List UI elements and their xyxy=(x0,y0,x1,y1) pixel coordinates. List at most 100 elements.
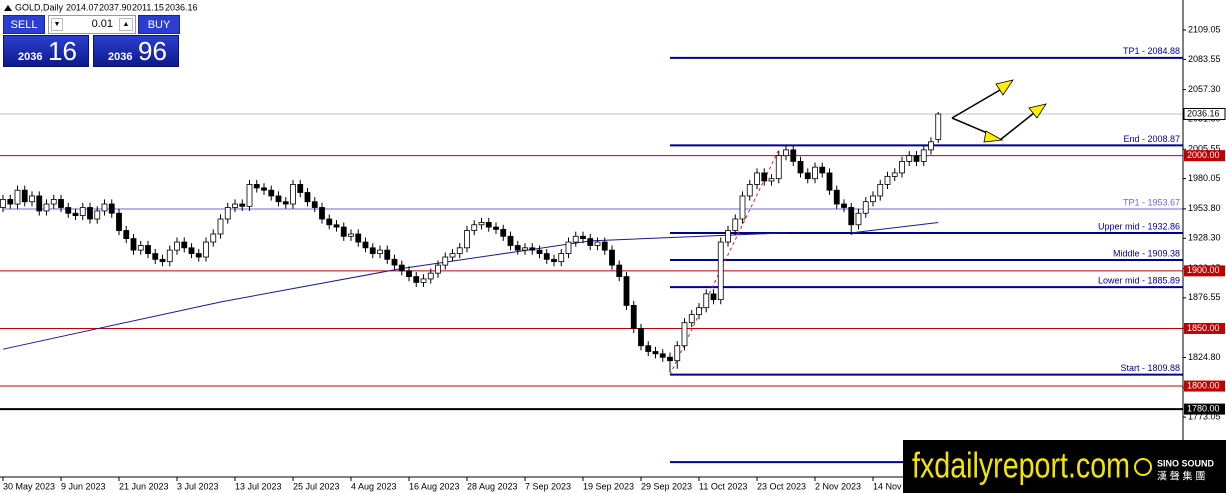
candle-body xyxy=(717,241,724,301)
sell-button[interactable]: SELL xyxy=(3,15,45,34)
x-tick-label: 3 Jul 2023 xyxy=(177,481,219,491)
candle-body xyxy=(710,293,717,301)
candle-body xyxy=(253,184,260,189)
arrow-head xyxy=(1028,103,1047,119)
buy-button[interactable]: BUY xyxy=(138,15,180,34)
sell-price[interactable]: 2036 16 xyxy=(3,35,89,67)
candle-body xyxy=(913,155,920,162)
candle-body xyxy=(87,207,93,220)
candle-body xyxy=(123,230,130,239)
candle-body xyxy=(311,201,318,208)
candle-body xyxy=(812,166,818,180)
candle-body xyxy=(928,141,934,151)
buy-price-pips: 96 xyxy=(138,36,167,66)
candle-body xyxy=(536,249,543,254)
x-tick-label: 28 Aug 2023 xyxy=(467,481,518,491)
y-tick-label: 2005.55 xyxy=(1188,144,1221,154)
candle-body xyxy=(246,184,253,207)
logo: fxdailyreport.com SINO SOUND 漢 聲 集 團 xyxy=(903,440,1226,493)
buy-price-main: 2036 xyxy=(108,51,133,63)
candle-body xyxy=(398,264,405,272)
candle-body xyxy=(783,149,789,157)
lot-spin[interactable]: ▲ xyxy=(119,18,133,31)
candle-body xyxy=(630,305,637,329)
y-tick-label: 1928.30 xyxy=(1188,233,1221,243)
candle-body xyxy=(290,184,296,205)
candle-body xyxy=(456,247,463,254)
candle-body xyxy=(58,199,64,208)
lot-arrow[interactable]: ▼ xyxy=(51,18,63,31)
candle-body xyxy=(449,253,456,258)
candle-body xyxy=(232,203,238,208)
candle-body xyxy=(36,195,43,212)
buy-price[interactable]: 2036 96 xyxy=(93,35,179,67)
level-label: 1850.00 xyxy=(1187,323,1220,333)
candle-body xyxy=(485,222,492,228)
logo-emblem xyxy=(1134,458,1152,476)
candle-body xyxy=(7,199,14,205)
x-tick-label: 7 Sep 2023 xyxy=(525,481,571,491)
y-tick-label: 1773.05 xyxy=(1188,411,1221,421)
candle-body xyxy=(696,307,702,316)
candle-body xyxy=(841,203,847,208)
x-tick-label: 25 Jul 2023 xyxy=(293,481,340,491)
candle-body xyxy=(413,276,420,283)
candle-body xyxy=(145,245,151,254)
candle-body xyxy=(899,161,905,174)
candle-body xyxy=(754,172,760,185)
y-tick-label: 1980.05 xyxy=(1188,173,1221,183)
candle-body xyxy=(920,149,927,162)
candle-body xyxy=(72,212,79,216)
logo-brand: SINO SOUND xyxy=(1157,458,1215,468)
candle-body xyxy=(29,195,35,203)
candle-body xyxy=(224,207,231,220)
ohlc-label: 2037.90 xyxy=(99,2,132,12)
current-price-box xyxy=(1183,107,1226,120)
candle-body xyxy=(580,235,586,239)
lot-size-field[interactable]: ▼ 0.01 ▲ xyxy=(48,15,136,34)
candle-body xyxy=(514,245,521,251)
symbol-label: GOLD,Daily xyxy=(15,2,64,12)
candle-body xyxy=(282,201,289,205)
candle-body xyxy=(500,228,507,237)
level-label: 1800.00 xyxy=(1187,380,1220,390)
candle-body xyxy=(268,189,275,197)
fib-label: TP1 - 2084.88 xyxy=(1123,46,1180,56)
candle-body xyxy=(732,218,739,231)
candle-body xyxy=(159,258,166,263)
level-label: 1900.00 xyxy=(1187,265,1220,275)
candle-body xyxy=(587,238,594,246)
one-click-trading-panel: SELL ▼ 0.01 ▲ BUY 2036 16 2036 96 xyxy=(3,15,180,67)
candle-body xyxy=(369,247,376,254)
candle-body xyxy=(181,241,188,249)
candle-body xyxy=(659,353,666,358)
candle-body xyxy=(623,276,630,306)
candle-body xyxy=(551,258,557,263)
annotation-arrows xyxy=(951,79,1047,143)
candle-body xyxy=(819,166,826,174)
arrow-line xyxy=(951,117,993,136)
x-tick-label: 9 Jun 2023 xyxy=(61,481,106,491)
candle-body xyxy=(739,195,746,220)
candle-body xyxy=(565,241,572,254)
candle-body xyxy=(645,345,652,352)
candle-body xyxy=(826,172,833,191)
level-label-box xyxy=(1184,265,1225,277)
candle-body xyxy=(543,253,550,260)
candle-body xyxy=(50,199,57,205)
candle-body xyxy=(420,278,427,283)
fib-label: Upper mid - 1932.86 xyxy=(1098,221,1180,231)
fib-label: TP1 - 1953.67 xyxy=(1123,197,1180,207)
lot-value: 0.01 xyxy=(91,18,113,30)
candle-body xyxy=(239,203,246,207)
candle-body xyxy=(478,222,485,226)
candle-body xyxy=(166,249,173,263)
candle-body xyxy=(906,155,913,162)
logo-background xyxy=(903,440,1226,493)
candle-body xyxy=(217,218,224,235)
header-icon xyxy=(4,5,12,11)
candle-body xyxy=(297,184,304,193)
candle-body xyxy=(435,264,441,274)
candle-body xyxy=(891,172,898,177)
